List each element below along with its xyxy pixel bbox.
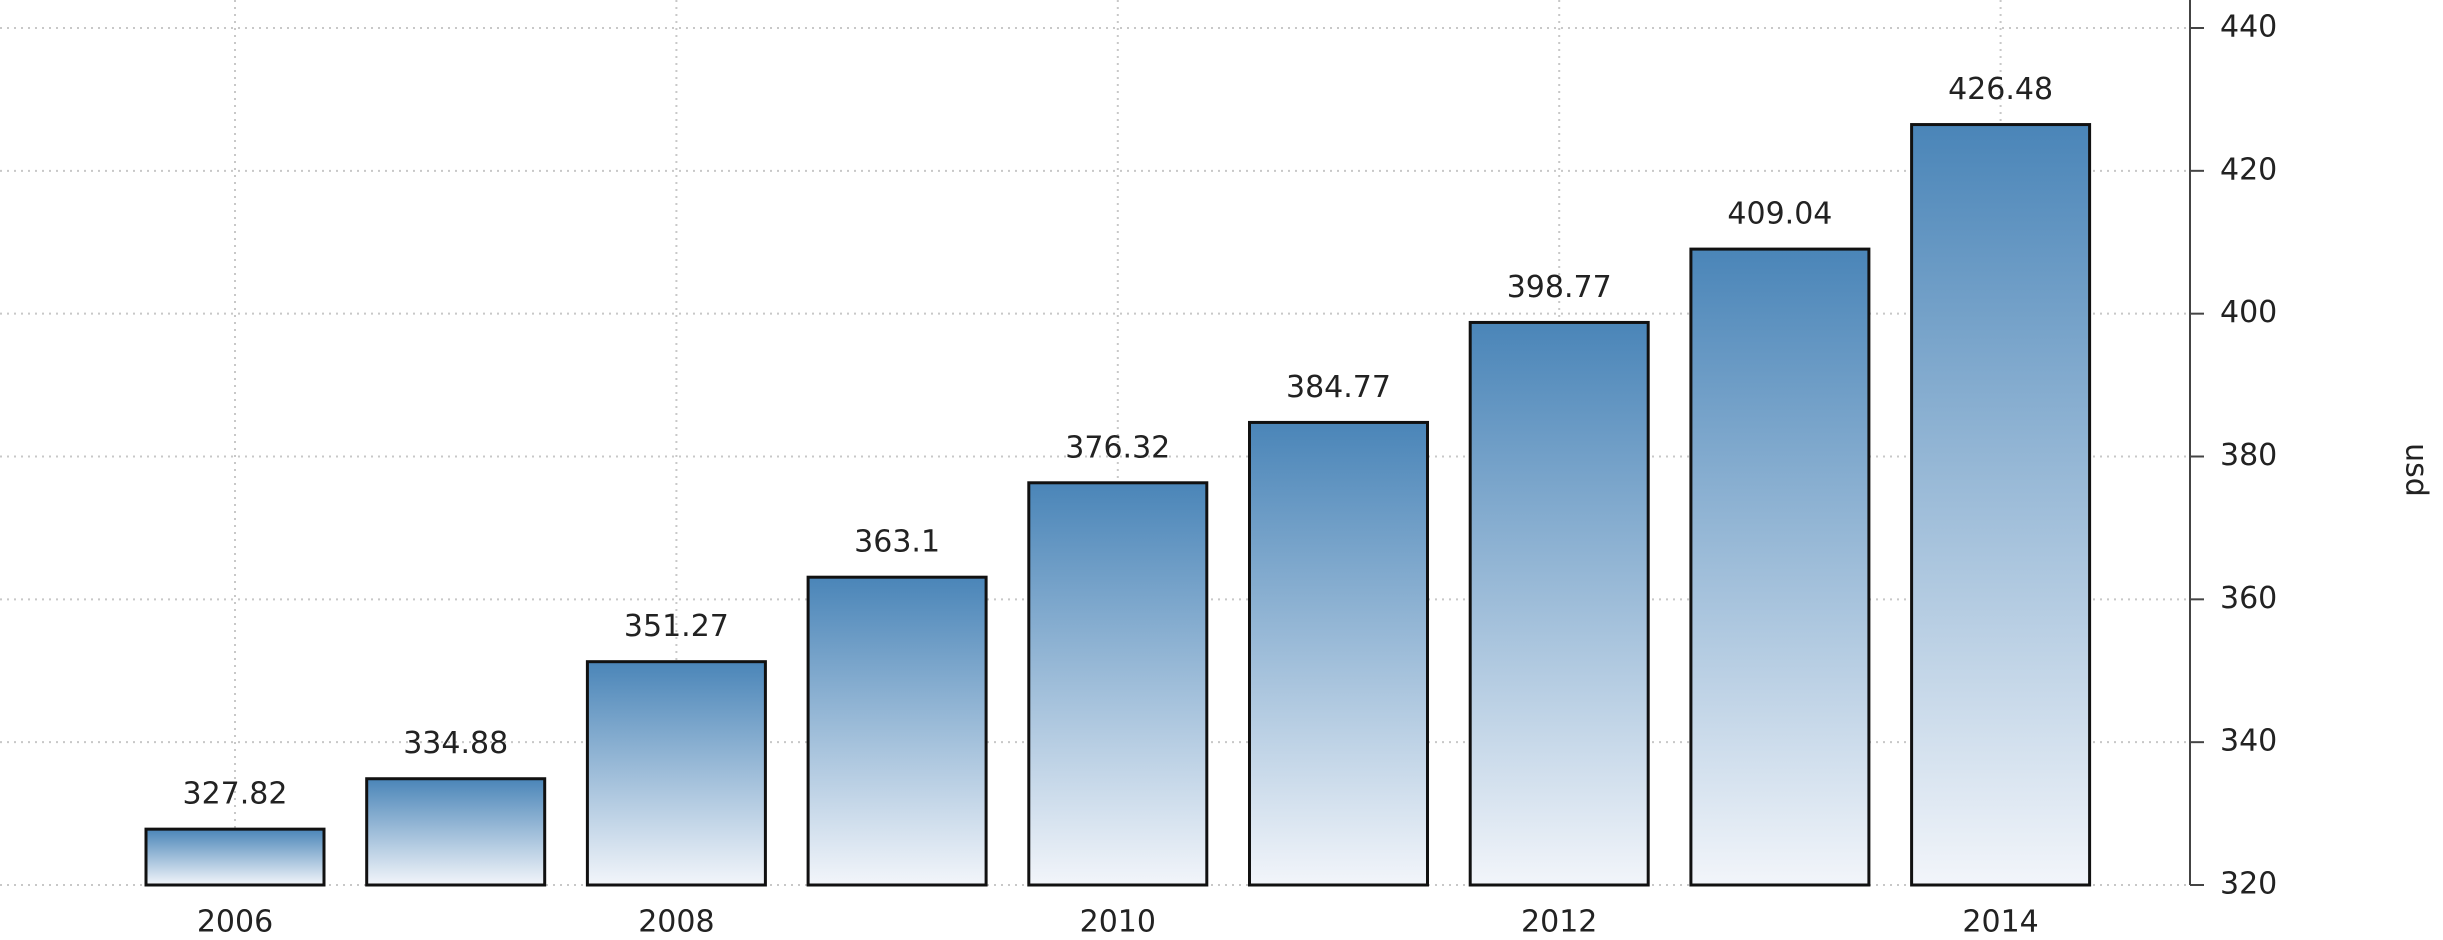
y-axis-label: usd [2399, 443, 2434, 497]
x-tick-label: 2006 [197, 905, 273, 940]
x-tick-label: 2008 [638, 905, 714, 940]
bar [806, 575, 988, 887]
bar [1689, 247, 1871, 887]
x-tick-label: 2012 [1521, 905, 1597, 940]
x-tick-label: 2010 [1080, 905, 1156, 940]
y-tick-label: 420 [2220, 152, 2277, 187]
value-label: 384.77 [1286, 370, 1391, 405]
value-label: 398.77 [1507, 270, 1612, 305]
bar [1910, 123, 2092, 887]
bar [365, 777, 547, 887]
y-tick-label: 400 [2220, 295, 2277, 330]
y-tick-label: 380 [2220, 438, 2277, 473]
value-label: 409.04 [1727, 197, 1832, 232]
bar [1468, 320, 1650, 887]
bar [144, 827, 326, 887]
x-tick-label: 2014 [1962, 905, 2038, 940]
value-label: 327.82 [183, 777, 288, 812]
bar [1248, 420, 1429, 887]
value-label: 426.48 [1948, 72, 2053, 107]
bar [1027, 481, 1209, 887]
value-label: 334.88 [403, 726, 508, 761]
value-label: 376.32 [1065, 430, 1170, 465]
value-label: 351.27 [624, 609, 729, 644]
y-tick-label: 340 [2220, 724, 2277, 759]
y-tick-label: 360 [2220, 581, 2277, 616]
bar [585, 660, 767, 887]
value-label: 363.1 [854, 525, 940, 560]
y-tick-label: 440 [2220, 10, 2277, 45]
y-tick-label: 320 [2220, 867, 2277, 902]
